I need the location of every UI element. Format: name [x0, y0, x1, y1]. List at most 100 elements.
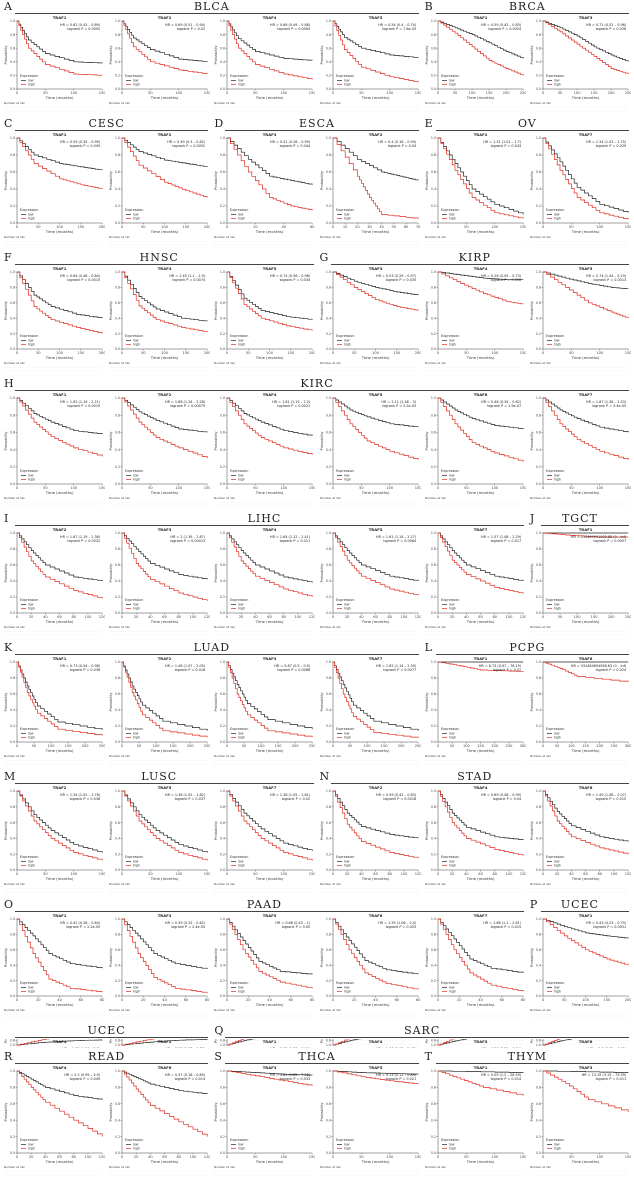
survival-curve-low: [227, 397, 313, 436]
y-tick-label: 0.8: [115, 1039, 120, 1043]
panel-letter: E: [424, 117, 433, 130]
x-axis-label: Time (months): [150, 876, 179, 881]
y-axis-label: Probability: [320, 563, 324, 583]
y-tick-label: 0.2: [10, 465, 15, 469]
y-tick-label: 0.6: [10, 431, 15, 435]
group-divider: [225, 130, 419, 131]
y-tick-label: 0.8: [10, 933, 15, 937]
x-tick-label: 50: [137, 744, 142, 748]
y-tick-label: 0.2: [115, 979, 120, 983]
legend-label-low: low: [344, 860, 350, 864]
x-axis-label: Time (months): [360, 95, 389, 100]
x-tick-label: 50: [253, 486, 258, 490]
y-tick-label: 1.0: [431, 789, 436, 793]
survival-curve-high: [17, 397, 103, 457]
gene-title: TRAF3: [368, 266, 382, 271]
y-axis-label: Probability: [109, 692, 113, 712]
survival-curve-low: [332, 271, 419, 296]
y-tick-label: 1.0: [10, 660, 15, 664]
survival-curve-high: [542, 532, 628, 538]
hazard-ratio: HR = 0.73 (0.54 – 0.98): [60, 664, 101, 668]
km-plot-cesc-traf2: Probability 0.0 0.2 0.4 0.6 0.8 1.0 0 50 100 150 20…: [109, 132, 210, 246]
y-tick-label: 0.0: [431, 868, 436, 872]
group-divider: [330, 783, 629, 784]
x-tick-label: 100: [400, 872, 408, 876]
y-tick-label: 1.0: [10, 1069, 15, 1073]
logrank-p: logrank P = 0.037: [175, 797, 206, 801]
x-axis-label: Time (months): [465, 490, 494, 495]
x-tick-label: 120: [99, 615, 105, 619]
x-tick-label: 60: [583, 872, 588, 876]
legend-label-high: high: [554, 343, 561, 347]
legend-label-high: high: [238, 83, 245, 87]
y-tick-label: 0.4: [431, 1118, 436, 1122]
y-tick-label: 0.4: [325, 579, 330, 583]
x-tick-label: 150: [625, 486, 631, 490]
x-tick-label: 120: [519, 872, 525, 876]
logrank-p: logrank P = 0.006: [490, 278, 521, 282]
panel-letter: N: [319, 770, 330, 783]
y-tick-label: 0.4: [10, 187, 15, 191]
group-divider: [15, 654, 419, 655]
survival-curve-high: [542, 137, 629, 220]
y-tick-label: 0.6: [536, 1102, 541, 1106]
cancer-type-title: THYM: [507, 1050, 548, 1063]
gene-title: TRAF6: [579, 785, 593, 790]
number-at-risk-label: Number at risk: [109, 1008, 130, 1012]
x-tick-label: 20: [457, 998, 462, 1002]
hazard-ratio: HR = 0.37 (0.16 – 0.85): [165, 1073, 206, 1077]
y-axis-label: Probability: [214, 947, 218, 967]
survival-curve-low: [17, 532, 103, 581]
legend-label-low: low: [344, 339, 350, 343]
y-tick-label: 0.0: [536, 87, 541, 91]
x-tick-label: 20: [134, 615, 139, 619]
y-tick-label: 0.6: [431, 821, 436, 825]
y-tick-label: 0.8: [536, 153, 541, 157]
x-tick-label: 150: [590, 91, 598, 95]
y-tick-label: 1.0: [220, 136, 225, 140]
legend-label-high: high: [238, 1147, 245, 1151]
legend-title: Expression: [546, 981, 564, 985]
km-plot-blca-traf4: Probability 0.0 0.2 0.4 0.6 0.8 1.0 0 50 100 150 Ti…: [214, 15, 315, 112]
y-tick-label: 0.6: [220, 948, 225, 952]
x-tick-label: 150: [519, 1155, 525, 1159]
x-tick-label: 50: [32, 744, 37, 748]
logrank-p: logrank P = 1.9e-07: [487, 404, 521, 408]
y-tick-label: 0.8: [115, 676, 120, 680]
x-tick-label: 50: [36, 351, 41, 355]
legend-label-high: high: [449, 607, 456, 611]
number-at-risk-label: Number at risk: [214, 754, 235, 758]
x-tick-label: 0: [331, 225, 334, 229]
x-tick-label: 80: [71, 1155, 76, 1159]
x-axis-label: Time (months): [360, 748, 389, 753]
x-tick-label: 150: [309, 486, 315, 490]
legend-label-high: high: [133, 478, 140, 482]
y-tick-label: 0.4: [115, 1118, 120, 1122]
survival-curve-high: [122, 137, 208, 198]
survival-curve-high: [332, 790, 419, 859]
survival-curve-low: [227, 20, 313, 61]
legend-label-low: low: [344, 986, 350, 990]
x-tick-label: 80: [492, 615, 497, 619]
x-tick-label: 80: [597, 872, 602, 876]
x-tick-label: 40: [253, 615, 258, 619]
legend-title: Expression: [441, 981, 459, 985]
hazard-ratio: HR = 0.43 (0.23 – 0.79): [586, 921, 627, 925]
y-tick-label: 0.2: [536, 332, 541, 336]
y-tick-label: 0.2: [536, 204, 541, 208]
x-tick-label: 0: [121, 615, 124, 619]
legend-label-low: low: [554, 603, 560, 607]
logrank-p: logrank P = 0.014: [490, 1077, 521, 1081]
gene-title: TRAF7: [579, 132, 593, 137]
y-axis-label: Probability: [530, 431, 534, 451]
survival-curve-low: [437, 1039, 470, 1046]
logrank-p: logrank P = 0.0074: [173, 278, 206, 282]
y-tick-label: 0.4: [115, 187, 120, 191]
hazard-ratio: HR = 0.55 (0.33 – 0.94): [270, 1047, 311, 1048]
legend-label-low: low: [133, 339, 139, 343]
x-tick-label: 0: [16, 91, 19, 95]
y-tick-label: 0.8: [325, 676, 330, 680]
y-tick-label: 0.2: [10, 204, 15, 208]
x-tick-label: 100: [190, 615, 198, 619]
gene-title: TRAF1: [473, 15, 487, 20]
